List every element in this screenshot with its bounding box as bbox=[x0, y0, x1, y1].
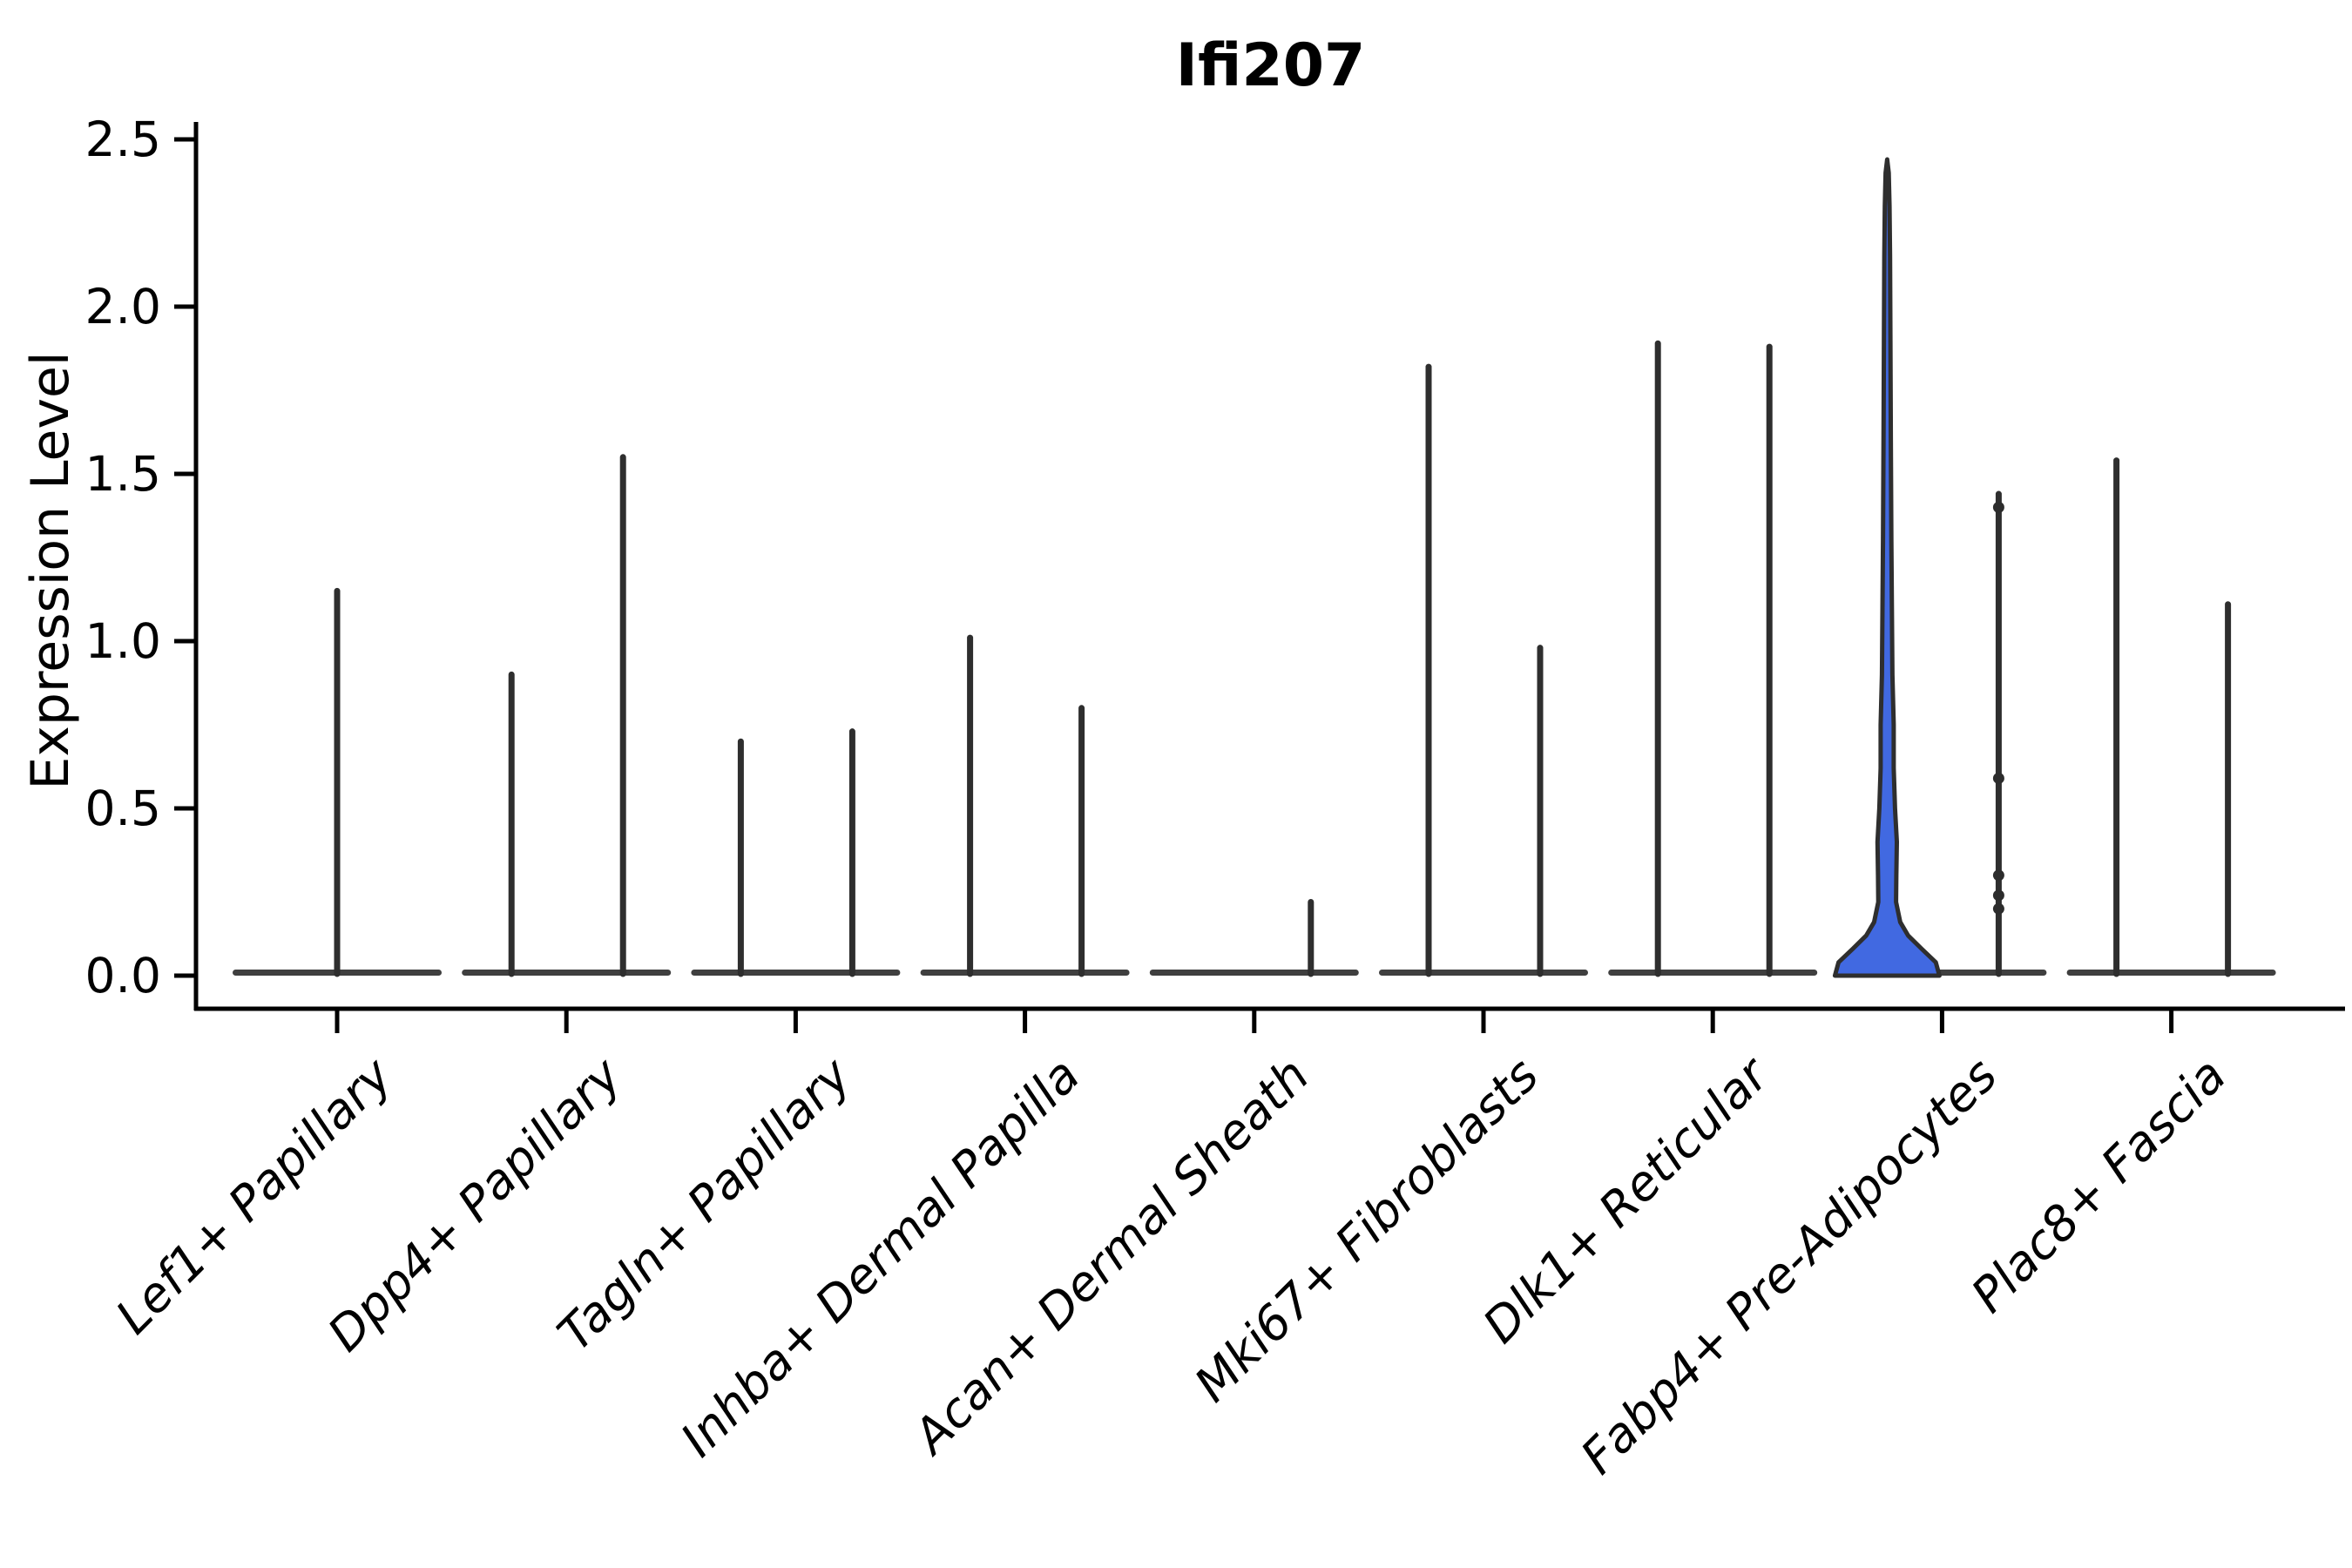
violin-zero-base bbox=[462, 970, 672, 976]
y-tick-label: 2.5 bbox=[84, 112, 161, 167]
y-tick-label: 0.0 bbox=[84, 948, 161, 1004]
expression-point bbox=[1992, 902, 2004, 915]
highlighted-violin bbox=[1832, 157, 1942, 978]
expression-point bbox=[1992, 889, 2004, 902]
violin-zero-base bbox=[1149, 970, 1359, 976]
violin-zero-base bbox=[691, 970, 901, 976]
y-tick-label: 1.0 bbox=[84, 613, 161, 669]
expression-point bbox=[1992, 772, 2004, 784]
expression-point bbox=[1992, 869, 2004, 882]
chart-title: Ifi207 bbox=[1175, 31, 1366, 100]
y-tick-label: 0.5 bbox=[84, 781, 161, 836]
y-tick-label: 2.0 bbox=[84, 279, 161, 335]
violin-zero-base bbox=[2066, 970, 2276, 976]
violin-zero-base bbox=[1608, 970, 1818, 976]
violin-zero-base bbox=[1379, 970, 1588, 976]
y-axis-label: Expression Level bbox=[20, 351, 81, 790]
violin-zero-base bbox=[920, 970, 1130, 976]
y-tick-label: 1.5 bbox=[84, 446, 161, 502]
expression-point bbox=[1992, 501, 2004, 513]
